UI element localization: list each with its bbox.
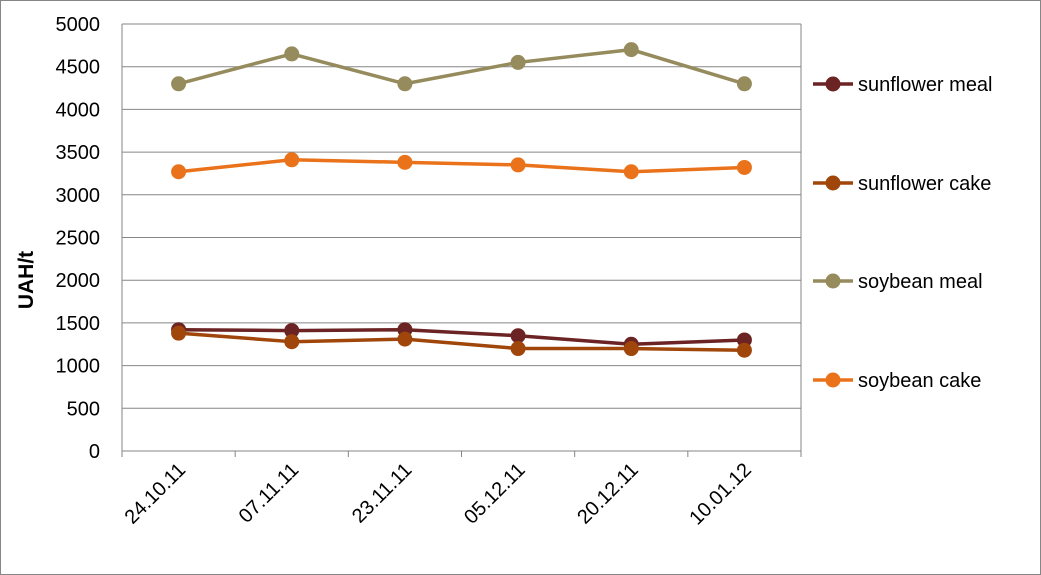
data-point — [171, 164, 187, 180]
y-tick-label: 500 — [67, 398, 100, 420]
y-axis-label: UAH/t — [15, 251, 38, 309]
legend-label: soybean cake — [858, 370, 981, 392]
legend-entry: sunflower cake — [813, 173, 991, 195]
y-tick-label: 3000 — [56, 185, 101, 207]
data-point — [510, 341, 526, 357]
legend: sunflower meal sunflower cake soybean meal… — [813, 74, 993, 392]
y-tick-label: 0 — [89, 441, 100, 463]
gridlines — [121, 23, 802, 457]
data-point — [284, 46, 300, 62]
data-point — [397, 76, 413, 92]
legend-entry: soybean cake — [813, 370, 981, 392]
y-tick-label: 5000 — [56, 14, 101, 36]
series-line — [178, 327, 745, 346]
x-axis-ticks: 24.10.11 07.11.11 23.11.11 05.12.11 20.12.11… — [121, 459, 756, 530]
data-point — [623, 42, 639, 58]
data-point — [397, 154, 413, 170]
y-tick-label: 3500 — [56, 142, 101, 164]
legend-entry: soybean meal — [813, 271, 983, 293]
data-point — [510, 157, 526, 173]
data-point — [623, 341, 639, 357]
y-tick-label: 4500 — [56, 57, 101, 79]
y-tick-label: 2000 — [56, 270, 101, 292]
y-tick-label: 1500 — [56, 313, 101, 335]
y-tick-label: 1000 — [56, 356, 101, 378]
legend-marker — [825, 76, 841, 92]
data-point — [397, 331, 413, 347]
legend-entry: sunflower meal — [813, 74, 993, 96]
x-tick-label: 05.12.11 — [460, 459, 530, 529]
data-point — [510, 54, 526, 70]
data-point — [284, 334, 300, 350]
legend-marker — [825, 273, 841, 289]
series-line — [178, 158, 745, 174]
data-point — [736, 159, 752, 175]
y-tick-label: 4000 — [56, 99, 101, 121]
legend-label: soybean meal — [858, 271, 983, 293]
legend-label: sunflower meal — [858, 74, 993, 96]
y-tick-label: 2500 — [56, 228, 101, 250]
legend-marker — [825, 175, 841, 191]
x-tick-label: 10.01.12 — [685, 459, 756, 530]
y-axis-ticks: 0 500 1000 1500 2000 2500 3000 3500 4000 4500 5000 — [56, 14, 101, 463]
data-point — [736, 342, 752, 358]
data-point — [510, 328, 526, 344]
data-point — [736, 332, 752, 348]
series-lines — [171, 42, 752, 358]
data-point — [171, 76, 187, 92]
x-tick-label: 20.12.11 — [573, 459, 643, 529]
series-line — [178, 47, 745, 86]
series-soybean-meal — [171, 42, 752, 92]
x-tick-label: 24.10.11 — [121, 459, 191, 529]
data-point — [284, 323, 300, 339]
data-point — [284, 152, 300, 168]
legend-marker — [825, 372, 841, 388]
series-line — [178, 331, 745, 352]
x-tick-label: 07.11.11 — [235, 459, 304, 528]
series-sunflower-cake — [171, 325, 752, 358]
data-point — [623, 164, 639, 180]
x-tick-label: 23.11.11 — [348, 459, 417, 528]
data-point — [171, 325, 187, 341]
data-point — [736, 76, 752, 92]
series-soybean-cake — [171, 152, 752, 180]
legend-label: sunflower cake — [858, 173, 991, 195]
